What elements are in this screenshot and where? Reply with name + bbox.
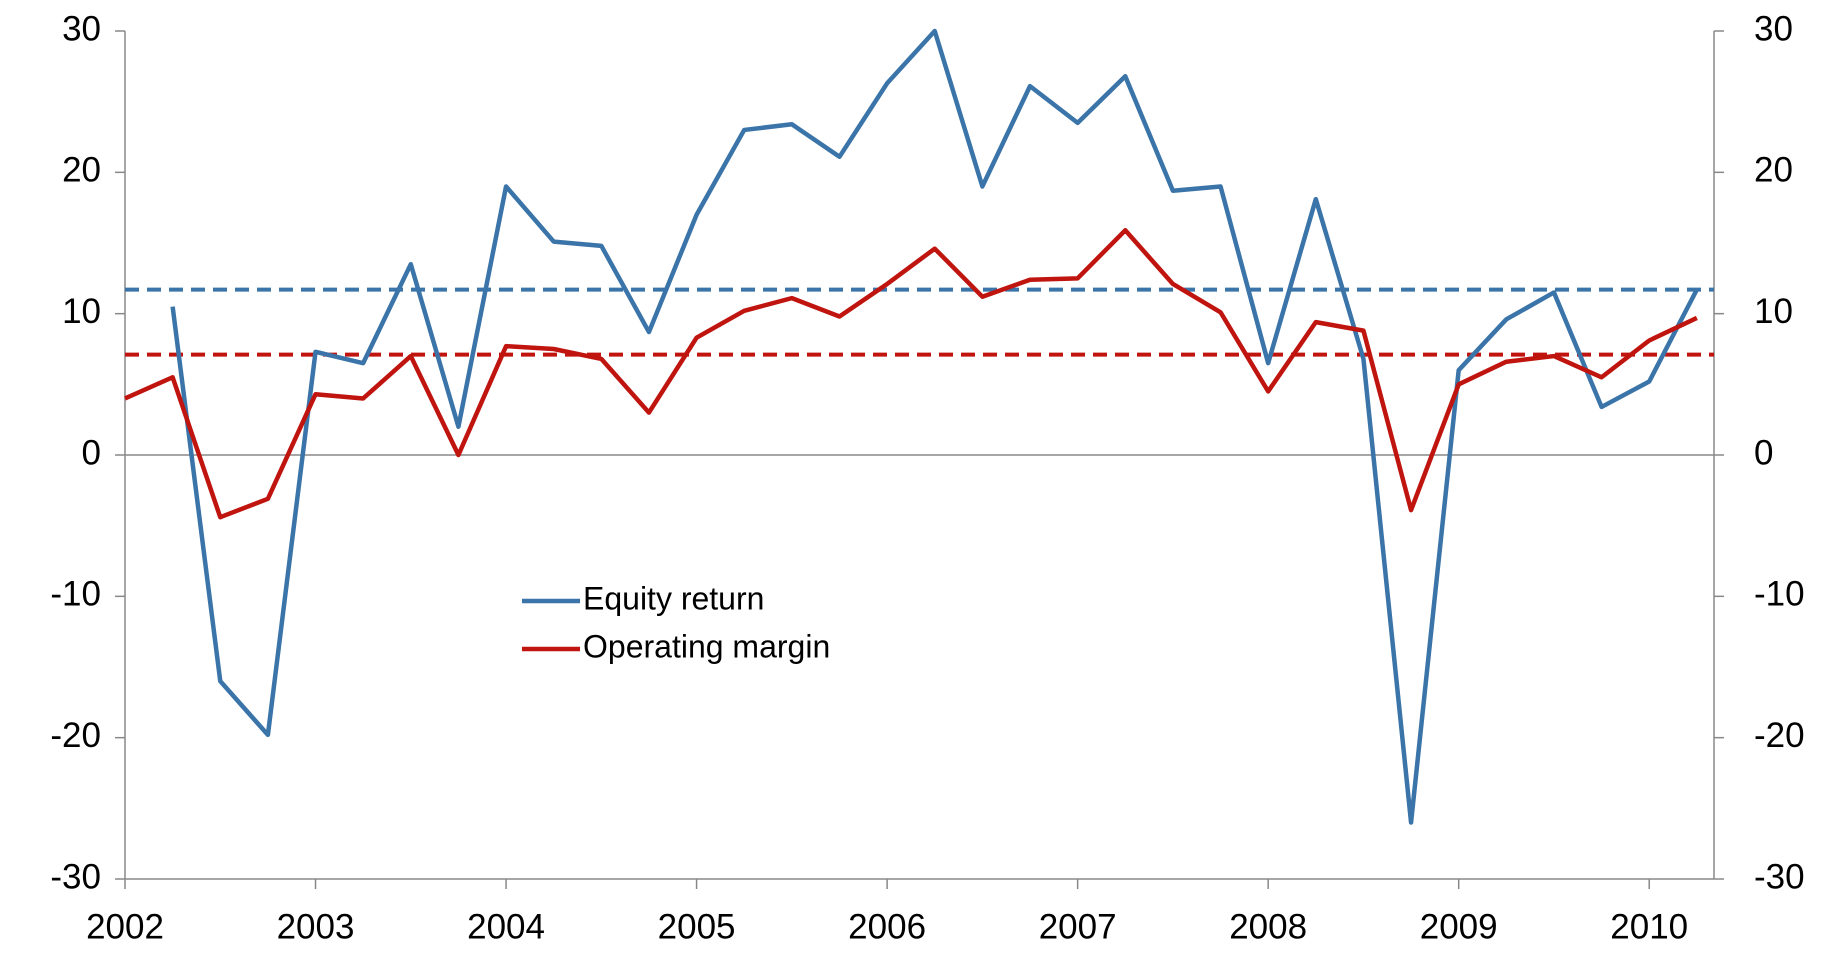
y-tick-label: -20 — [50, 716, 101, 755]
y2-tick-label: -30 — [1754, 857, 1805, 896]
y-tick-label: 10 — [62, 292, 101, 331]
x-tick-label: 2005 — [658, 907, 736, 946]
y2-tick-label: -20 — [1754, 716, 1805, 755]
x-tick-label: 2006 — [848, 907, 926, 946]
legend-label: Operating margin — [583, 628, 830, 664]
y-tick-label: 20 — [62, 151, 101, 190]
y-tick-label: -10 — [50, 575, 101, 614]
legend: Equity return Operating margin — [522, 580, 830, 664]
y-tick-label: 0 — [82, 433, 101, 472]
series-line — [124, 228, 1698, 520]
x-tick-label: 2004 — [467, 907, 545, 946]
x-tick-label: 2008 — [1229, 907, 1307, 946]
y2-tick-label: 20 — [1754, 151, 1793, 190]
x-tick-label: 2010 — [1610, 907, 1688, 946]
x-tick-label: 2002 — [86, 907, 164, 946]
x-tick-label: 2003 — [277, 907, 355, 946]
x-tick-label: 2007 — [1039, 907, 1117, 946]
x-tick-label: 2009 — [1420, 907, 1498, 946]
y2-tick-label: -10 — [1754, 575, 1805, 614]
y-tick-label: 30 — [62, 9, 101, 48]
y-tick-label: -30 — [50, 857, 101, 896]
series-line — [170, 28, 1699, 825]
y2-tick-label: 30 — [1754, 9, 1793, 48]
y2-tick-label: 10 — [1754, 292, 1793, 331]
y2-tick-label: 0 — [1754, 433, 1773, 472]
legend-label: Equity return — [583, 580, 764, 616]
